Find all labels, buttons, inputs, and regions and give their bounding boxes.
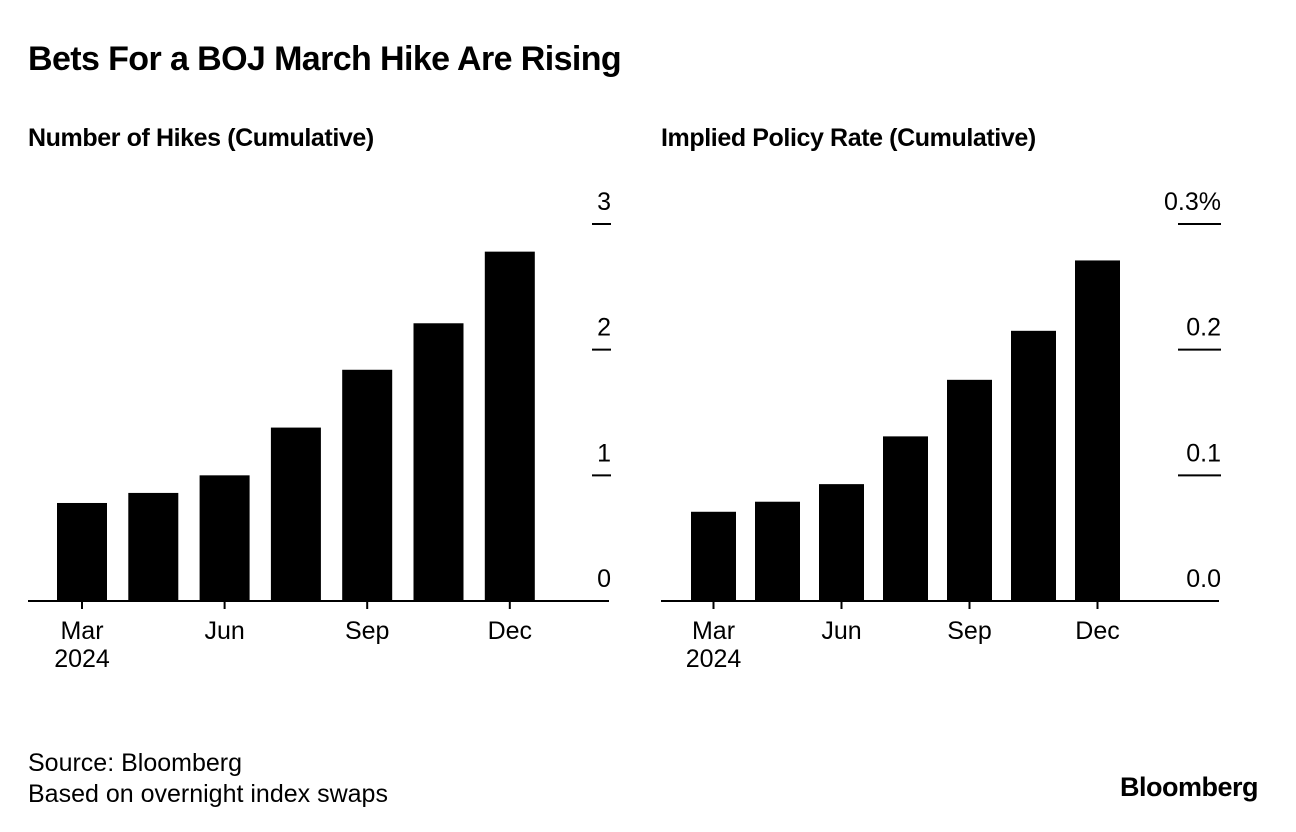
bloomberg-logo: Bloomberg <box>1119 772 1259 802</box>
methodology-line: Based on overnight index swaps <box>28 780 388 808</box>
x-tick-label: Sep <box>947 617 991 645</box>
bar <box>691 511 736 601</box>
x-tick-label: Sep <box>345 617 389 645</box>
x-tick-label: Mar <box>60 617 103 645</box>
x-tick-label: Dec <box>488 617 532 645</box>
right-chart-title: Implied Policy Rate (Cumulative) <box>661 124 1036 152</box>
bar <box>883 436 928 601</box>
x-tick-label: Jun <box>821 617 861 645</box>
page-title: Bets For a BOJ March Hike Are Rising <box>28 40 622 78</box>
bar <box>819 484 864 601</box>
y-tick-label: 0.2 <box>1186 314 1221 342</box>
source-line: Source: Bloomberg <box>28 749 243 777</box>
bar <box>413 323 464 601</box>
y-tick-label: 1 <box>597 439 611 467</box>
y-tick-label: 0.3% <box>1164 188 1221 216</box>
bar <box>484 251 535 601</box>
x-tick-label: Mar <box>692 617 735 645</box>
y-tick-label: 0.1 <box>1186 439 1221 467</box>
y-tick-label: 0.0 <box>1186 565 1221 593</box>
y-tick-label: 2 <box>597 314 611 342</box>
x-tick-sublabel: 2024 <box>686 645 742 673</box>
left-chart-title: Number of Hikes (Cumulative) <box>28 124 374 152</box>
y-tick-label: 3 <box>597 188 611 216</box>
y-tick-label: 0 <box>597 565 611 593</box>
bar <box>1075 260 1120 601</box>
bar <box>342 369 393 601</box>
bar <box>755 501 800 601</box>
source-note: Source: Bloomberg Based on overnight ind… <box>28 748 388 810</box>
bar <box>1011 330 1056 601</box>
bar <box>947 379 992 601</box>
bar <box>270 427 321 601</box>
bar <box>128 492 179 601</box>
bar <box>199 475 250 601</box>
x-tick-label: Jun <box>204 617 244 645</box>
bar <box>57 502 107 601</box>
x-tick-label: Dec <box>1075 617 1119 645</box>
x-tick-sublabel: 2024 <box>54 645 110 673</box>
